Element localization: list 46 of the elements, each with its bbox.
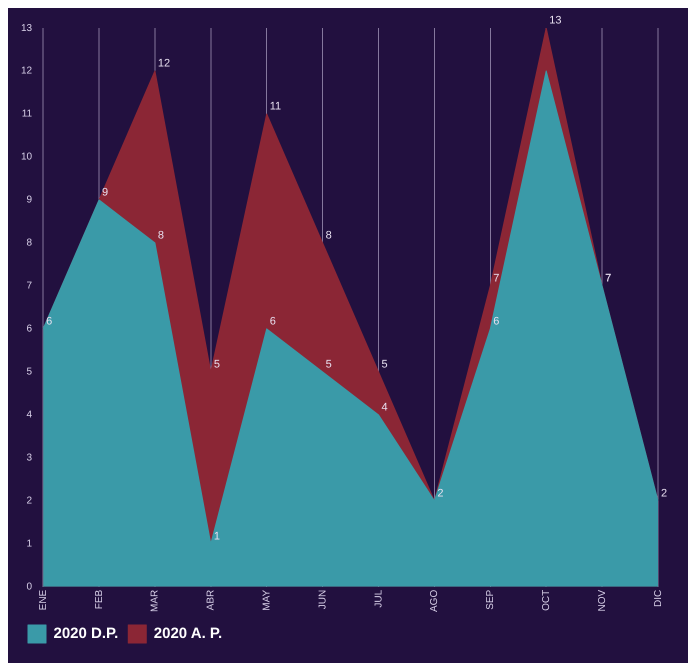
data-label: 8: [158, 229, 164, 242]
data-label: 4: [382, 401, 388, 414]
x-tick-label: MAR: [150, 590, 161, 612]
y-tick-label: 11: [22, 108, 33, 120]
x-tick-label: ENE: [38, 589, 49, 610]
x-tick-label: FEB: [94, 589, 105, 610]
data-label: 6: [46, 315, 52, 328]
data-label: 5: [326, 358, 332, 370]
data-label: 7: [605, 272, 612, 284]
y-tick-label: 8: [26, 238, 33, 249]
data-label: 13: [549, 14, 562, 27]
y-tick-label: 6: [26, 324, 33, 335]
data-label: 6: [270, 315, 276, 328]
data-label: 5: [382, 358, 388, 370]
y-tick-label: 4: [26, 410, 33, 421]
data-label: 9: [102, 186, 108, 198]
data-label: 2: [661, 487, 668, 500]
legend-label: 2020 A. P.: [154, 625, 222, 642]
x-tick-label: SEP: [485, 589, 496, 610]
y-tick-label: 13: [21, 22, 33, 34]
data-label: 1: [214, 530, 220, 542]
legend-label: 2020 D.P.: [54, 625, 118, 642]
y-tick-label: 7: [26, 280, 33, 292]
y-tick-label: 0: [26, 582, 33, 593]
y-tick-label: 3: [26, 452, 33, 464]
y-tick-label: 2: [26, 496, 33, 507]
data-label: 12: [158, 58, 170, 70]
x-tick-label: DIC: [652, 590, 664, 608]
y-tick-label: 1: [26, 538, 33, 550]
y-tick-label: 9: [26, 194, 33, 206]
x-tick-label: ABR: [206, 590, 217, 610]
data-label: 5: [214, 358, 220, 370]
y-tick-label: 12: [21, 66, 33, 77]
data-label: 2: [437, 487, 444, 500]
x-tick-label: NOV: [596, 589, 608, 612]
x-tick-label: JUN: [317, 590, 328, 610]
x-tick-label: OCT: [540, 590, 552, 611]
data-label: 8: [326, 229, 332, 242]
data-label: 7: [493, 272, 500, 284]
x-tick-label: JUL: [373, 589, 384, 608]
y-tick-label: 5: [26, 366, 33, 378]
data-label: 6: [493, 315, 500, 328]
x-tick-label: MAY: [261, 589, 272, 611]
y-tick-label: 10: [21, 152, 33, 163]
data-label: 11: [270, 100, 282, 112]
x-tick-label: AGO: [429, 590, 440, 612]
